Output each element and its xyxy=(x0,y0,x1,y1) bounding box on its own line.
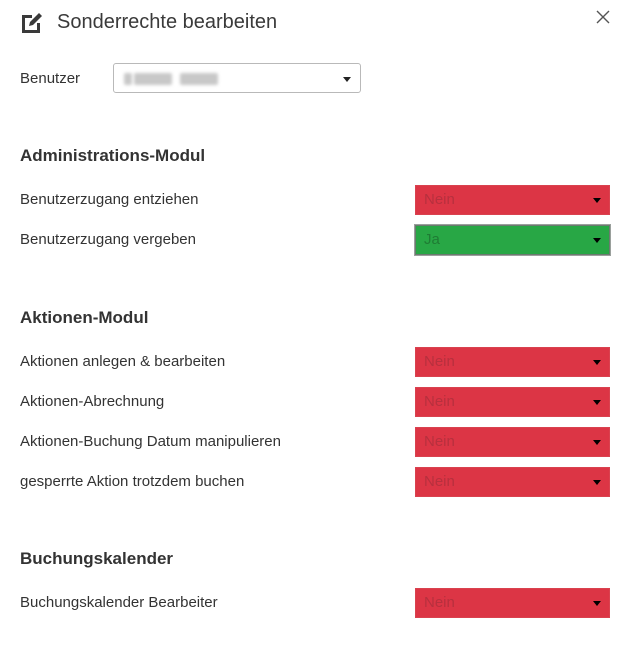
permission-value: Nein xyxy=(424,473,455,490)
permission-select[interactable]: Nein xyxy=(415,588,610,618)
section-title-buchungskalender: Buchungskalender xyxy=(20,549,174,568)
permission-value: Nein xyxy=(424,393,455,410)
row-label: Benutzerzugang entziehen xyxy=(20,191,199,208)
caret-down-icon xyxy=(593,400,601,405)
user-label: Benutzer xyxy=(20,70,81,87)
permission-select[interactable]: Nein xyxy=(415,387,610,417)
section-title-administrations: Administrations-Modul xyxy=(20,146,206,165)
caret-down-icon xyxy=(593,480,601,485)
section-title-aktionen: Aktionen-Modul xyxy=(20,308,149,327)
permission-value: Nein xyxy=(424,353,455,370)
permission-select[interactable]: Nein xyxy=(415,185,610,215)
permission-select[interactable]: Nein xyxy=(415,467,610,497)
row-label: Aktionen anlegen & bearbeiten xyxy=(20,353,226,370)
caret-down-icon xyxy=(593,440,601,445)
permission-value: Nein xyxy=(424,433,455,450)
caret-down-icon xyxy=(593,360,601,365)
permission-select[interactable]: Nein xyxy=(415,427,610,457)
permission-value: Nein xyxy=(424,594,455,611)
user-select[interactable] xyxy=(113,63,361,93)
permission-select[interactable]: Nein xyxy=(415,347,610,377)
caret-down-icon xyxy=(343,77,351,82)
caret-down-icon xyxy=(593,238,601,243)
edit-square-icon xyxy=(22,13,42,33)
permission-value: Ja xyxy=(424,231,440,248)
row-label: Benutzerzugang vergeben xyxy=(20,231,196,248)
close-icon[interactable] xyxy=(595,9,611,25)
row-label: Aktionen-Abrechnung xyxy=(20,393,165,410)
permission-value: Nein xyxy=(424,191,455,208)
row-label: Aktionen-Buchung Datum manipulieren xyxy=(20,433,281,450)
dialog-title: Sonderrechte bearbeiten xyxy=(57,11,278,33)
caret-down-icon xyxy=(593,198,601,203)
row-label: Buchungskalender Bearbeiter xyxy=(20,594,218,611)
blurred-user-name xyxy=(124,73,224,85)
caret-down-icon xyxy=(593,601,601,606)
row-label: gesperrte Aktion trotzdem buchen xyxy=(20,473,245,490)
permission-select[interactable]: Ja xyxy=(415,225,610,255)
